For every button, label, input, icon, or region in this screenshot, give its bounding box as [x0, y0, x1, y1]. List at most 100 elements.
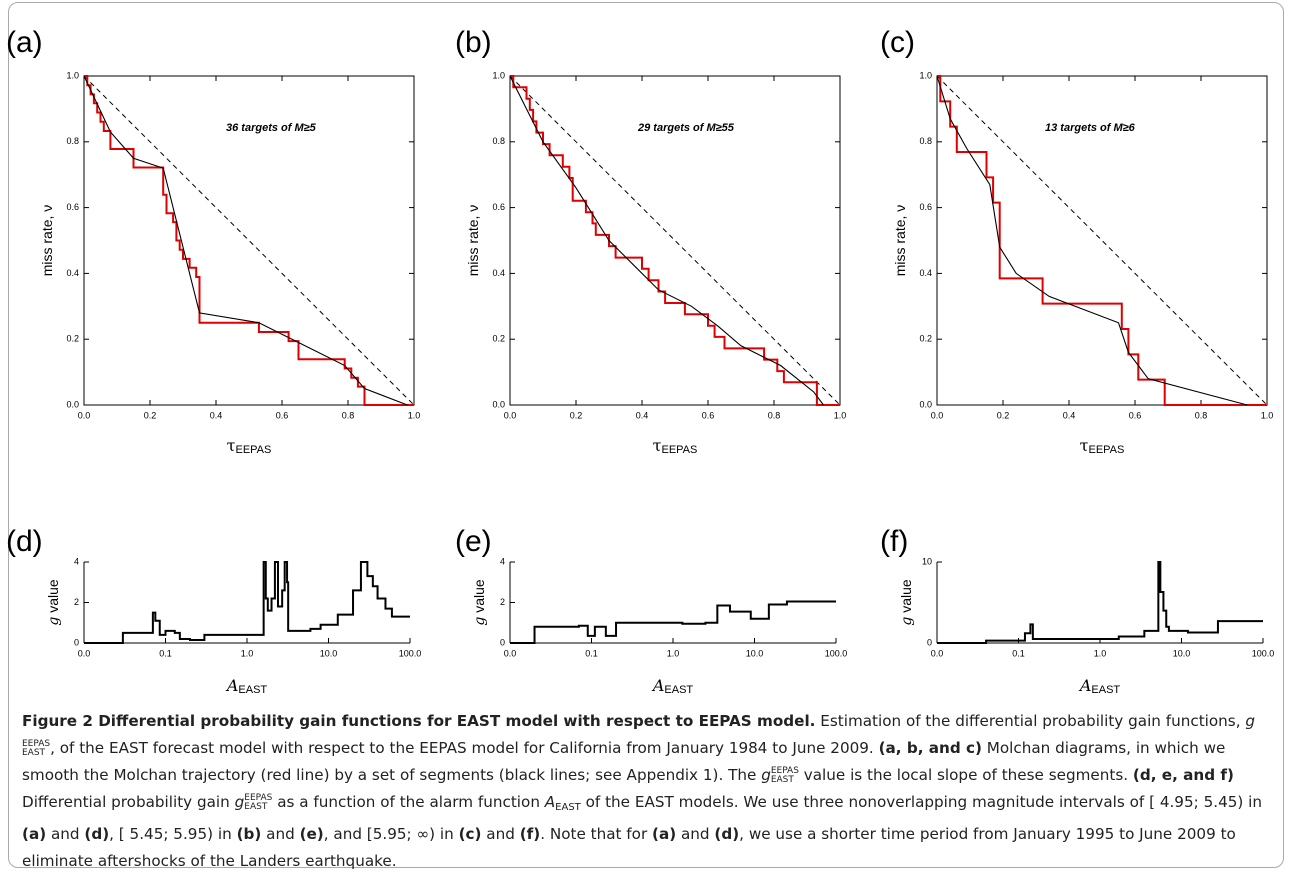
- y-tick-label: 0: [74, 637, 79, 647]
- superscript: EEPAS: [244, 792, 273, 803]
- caption-text: (a): [652, 825, 677, 843]
- x-axis-label: AEAST: [1078, 676, 1121, 696]
- panel: (a) 36 targets of M≥5 0.0 0.2 0.4 0.6 0.8 1.0 0.…: [6, 26, 420, 456]
- y-tick-label: 2: [500, 597, 505, 607]
- x-tick-label: 0.0: [78, 648, 91, 658]
- x-tick-label: 1.0: [241, 648, 254, 658]
- x-axis-subscript: EAST: [238, 684, 267, 696]
- y-axis-symbol: g: [472, 617, 488, 626]
- caption-text: (d, e, and f): [1132, 766, 1234, 784]
- reference-line: [83, 75, 415, 406]
- data-line: [937, 561, 1263, 644]
- caption-text: Estimation of the differential probabili…: [815, 712, 1246, 730]
- x-tick-label: 100.0: [825, 648, 848, 658]
- caption-text: Differential probability gain: [22, 793, 235, 811]
- caption-run: g EEPAS EAST: [761, 766, 799, 784]
- x-tick-label: 100.0: [399, 648, 422, 658]
- y-tick-label: 0.8: [919, 136, 932, 146]
- caption-run: and: [46, 825, 84, 843]
- x-tick-label: 0.6: [276, 410, 289, 420]
- y-axis-symbol: g: [899, 617, 915, 626]
- x-tick-label: 0.2: [144, 410, 157, 420]
- x-axis-symbol: A: [651, 676, 665, 695]
- subscript: EAST: [22, 747, 46, 758]
- x-axis-label: τEEPAS: [1080, 436, 1125, 456]
- caption-text: g: [1245, 712, 1255, 730]
- caption-text: (b): [236, 825, 262, 843]
- x-tick-label: 0.6: [1129, 410, 1142, 420]
- panel: (f) 0.0 0.1 1.0 10.0 100.0 0 10 AEAST g value: [880, 525, 1274, 696]
- y-tick-label: 2: [74, 597, 79, 607]
- x-axis-subscript: EEPAS: [1088, 444, 1124, 456]
- data-line: [510, 600, 836, 644]
- x-axis-symbol: A: [225, 676, 239, 695]
- caption-run: AEAST: [545, 793, 581, 813]
- x-tick-label: 0.1: [585, 648, 598, 658]
- caption-run: and: [481, 825, 519, 843]
- y-tick-label: 0.6: [492, 202, 505, 212]
- panel-label: (e): [455, 525, 492, 558]
- x-tick-label: 0.8: [342, 410, 355, 420]
- y-axis-label: g value: [45, 579, 62, 626]
- caption-run: (e): [300, 825, 324, 843]
- x-tick-label: 1.0: [1094, 648, 1107, 658]
- caption-run: of the EAST models. We use three nonover…: [581, 793, 1262, 811]
- y-tick-label: 10: [922, 556, 932, 566]
- panel-label: (b): [455, 26, 492, 59]
- y-axis-text: value: [898, 579, 914, 617]
- caption-run: Differential probability gain: [22, 793, 235, 811]
- y-tick-label: 1.0: [66, 70, 79, 80]
- y-axis-text: miss rate, ν: [39, 205, 55, 277]
- figure: (a) 36 targets of M≥5 0.0 0.2 0.4 0.6 0.8 1.0 0.…: [6, 26, 1274, 696]
- x-tick-label: 100.0: [1252, 648, 1275, 658]
- y-tick-label: 0.0: [919, 399, 932, 409]
- caption-run: and: [676, 825, 714, 843]
- caption-text: . Note that for: [540, 825, 653, 843]
- reference-line: [509, 75, 841, 406]
- y-tick-label: 0.4: [919, 268, 932, 278]
- x-axis-subscript: EAST: [1091, 684, 1120, 696]
- caption-run: (d, e, and f): [1133, 766, 1234, 784]
- data-line: [84, 75, 414, 406]
- panel: (e) 0.0 0.1 1.0 10.0 100.0 0 2 4 AEAST g value: [455, 525, 847, 696]
- caption-text: (a, b, and c): [878, 739, 982, 757]
- caption-run: and: [261, 825, 299, 843]
- x-tick-label: 0.0: [504, 648, 517, 658]
- x-tick-label: 0.0: [504, 410, 517, 420]
- x-axis-symbol: A: [1078, 676, 1092, 695]
- caption-text: as a function of the alarm function: [272, 793, 545, 811]
- y-axis-text: miss rate, ν: [465, 205, 481, 277]
- y-tick-label: 0.2: [66, 334, 79, 344]
- x-axis-label: τEEPAS: [653, 436, 698, 456]
- caption-text: g: [234, 793, 245, 811]
- x-axis-subscript: EEPAS: [661, 444, 697, 456]
- caption-text: and: [46, 825, 85, 843]
- figure-frame: [8, 2, 1284, 868]
- x-tick-label: 0.1: [159, 648, 172, 658]
- caption-run: g EEPAS EAST: [22, 712, 1255, 757]
- y-axis-label: g value: [898, 579, 915, 626]
- caption-run: . Note that for: [540, 825, 652, 843]
- plot-frame: [83, 75, 415, 406]
- y-tick-label: 0.0: [66, 399, 79, 409]
- caption-text: of the EAST models. We use three nonover…: [580, 793, 1262, 811]
- caption-text: Figure 2 Differential probability gain f…: [22, 712, 816, 730]
- y-tick-label: 0: [500, 637, 505, 647]
- caption-run: (c): [459, 825, 482, 843]
- x-axis-symbol: τ: [653, 436, 662, 455]
- x-tick-label: 10.0: [1173, 648, 1191, 658]
- plot-frame: [509, 75, 841, 406]
- script-stack: EEPAS EAST: [770, 766, 799, 785]
- x-tick-label: 0.1: [1012, 648, 1025, 658]
- script-stack: EEPAS EAST: [244, 792, 273, 812]
- script-stack: EEPAS EAST: [22, 739, 50, 758]
- caption-run: value is the local slope of these segmen…: [799, 766, 1133, 784]
- x-tick-label: 1.0: [1261, 410, 1274, 420]
- x-tick-label: 0.0: [78, 410, 91, 420]
- caption-run: , of the EAST forecast model with respec…: [50, 739, 878, 757]
- x-tick-label: 0.0: [931, 410, 944, 420]
- caption-text: (e): [299, 825, 324, 843]
- subscript: EAST: [770, 774, 794, 785]
- y-axis-symbol: g: [46, 617, 62, 626]
